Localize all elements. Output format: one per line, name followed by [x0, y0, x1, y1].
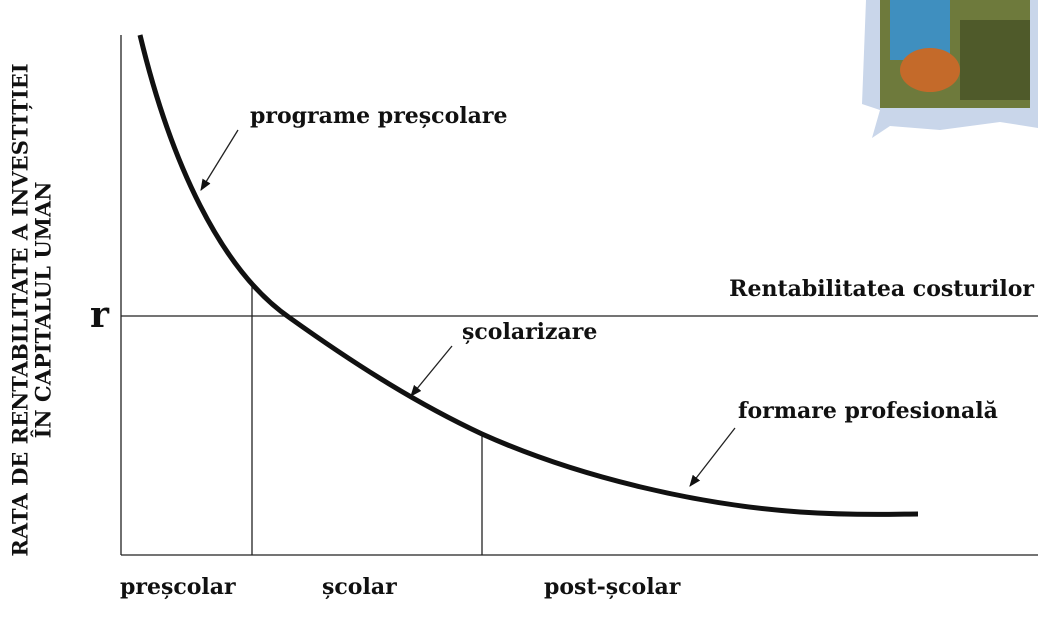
- r-label: r: [90, 294, 110, 336]
- y-axis-title: RATA DE RENTABILITATE A INVESTIȚIEI: [8, 63, 33, 556]
- x-segment-label: școlar: [322, 574, 397, 600]
- photo: [862, 0, 1038, 138]
- curve-label: formare profesională: [738, 398, 998, 424]
- arrow: [411, 346, 452, 396]
- curve-label: școlarizare: [462, 319, 597, 345]
- cost-line-label: Rentabilitatea costurilor: [729, 276, 1034, 302]
- diagram: RATA DE RENTABILITATE A INVESTIȚIEI ÎN C…: [0, 0, 1038, 628]
- curve-label: programe preșcolare: [250, 103, 507, 129]
- arrow: [201, 130, 238, 190]
- arrow: [690, 428, 735, 486]
- x-segment-label: post-școlar: [544, 574, 681, 600]
- y-axis-title: ÎN CAPITALUL UMAN: [31, 182, 56, 439]
- x-segment-label: preșcolar: [120, 574, 236, 600]
